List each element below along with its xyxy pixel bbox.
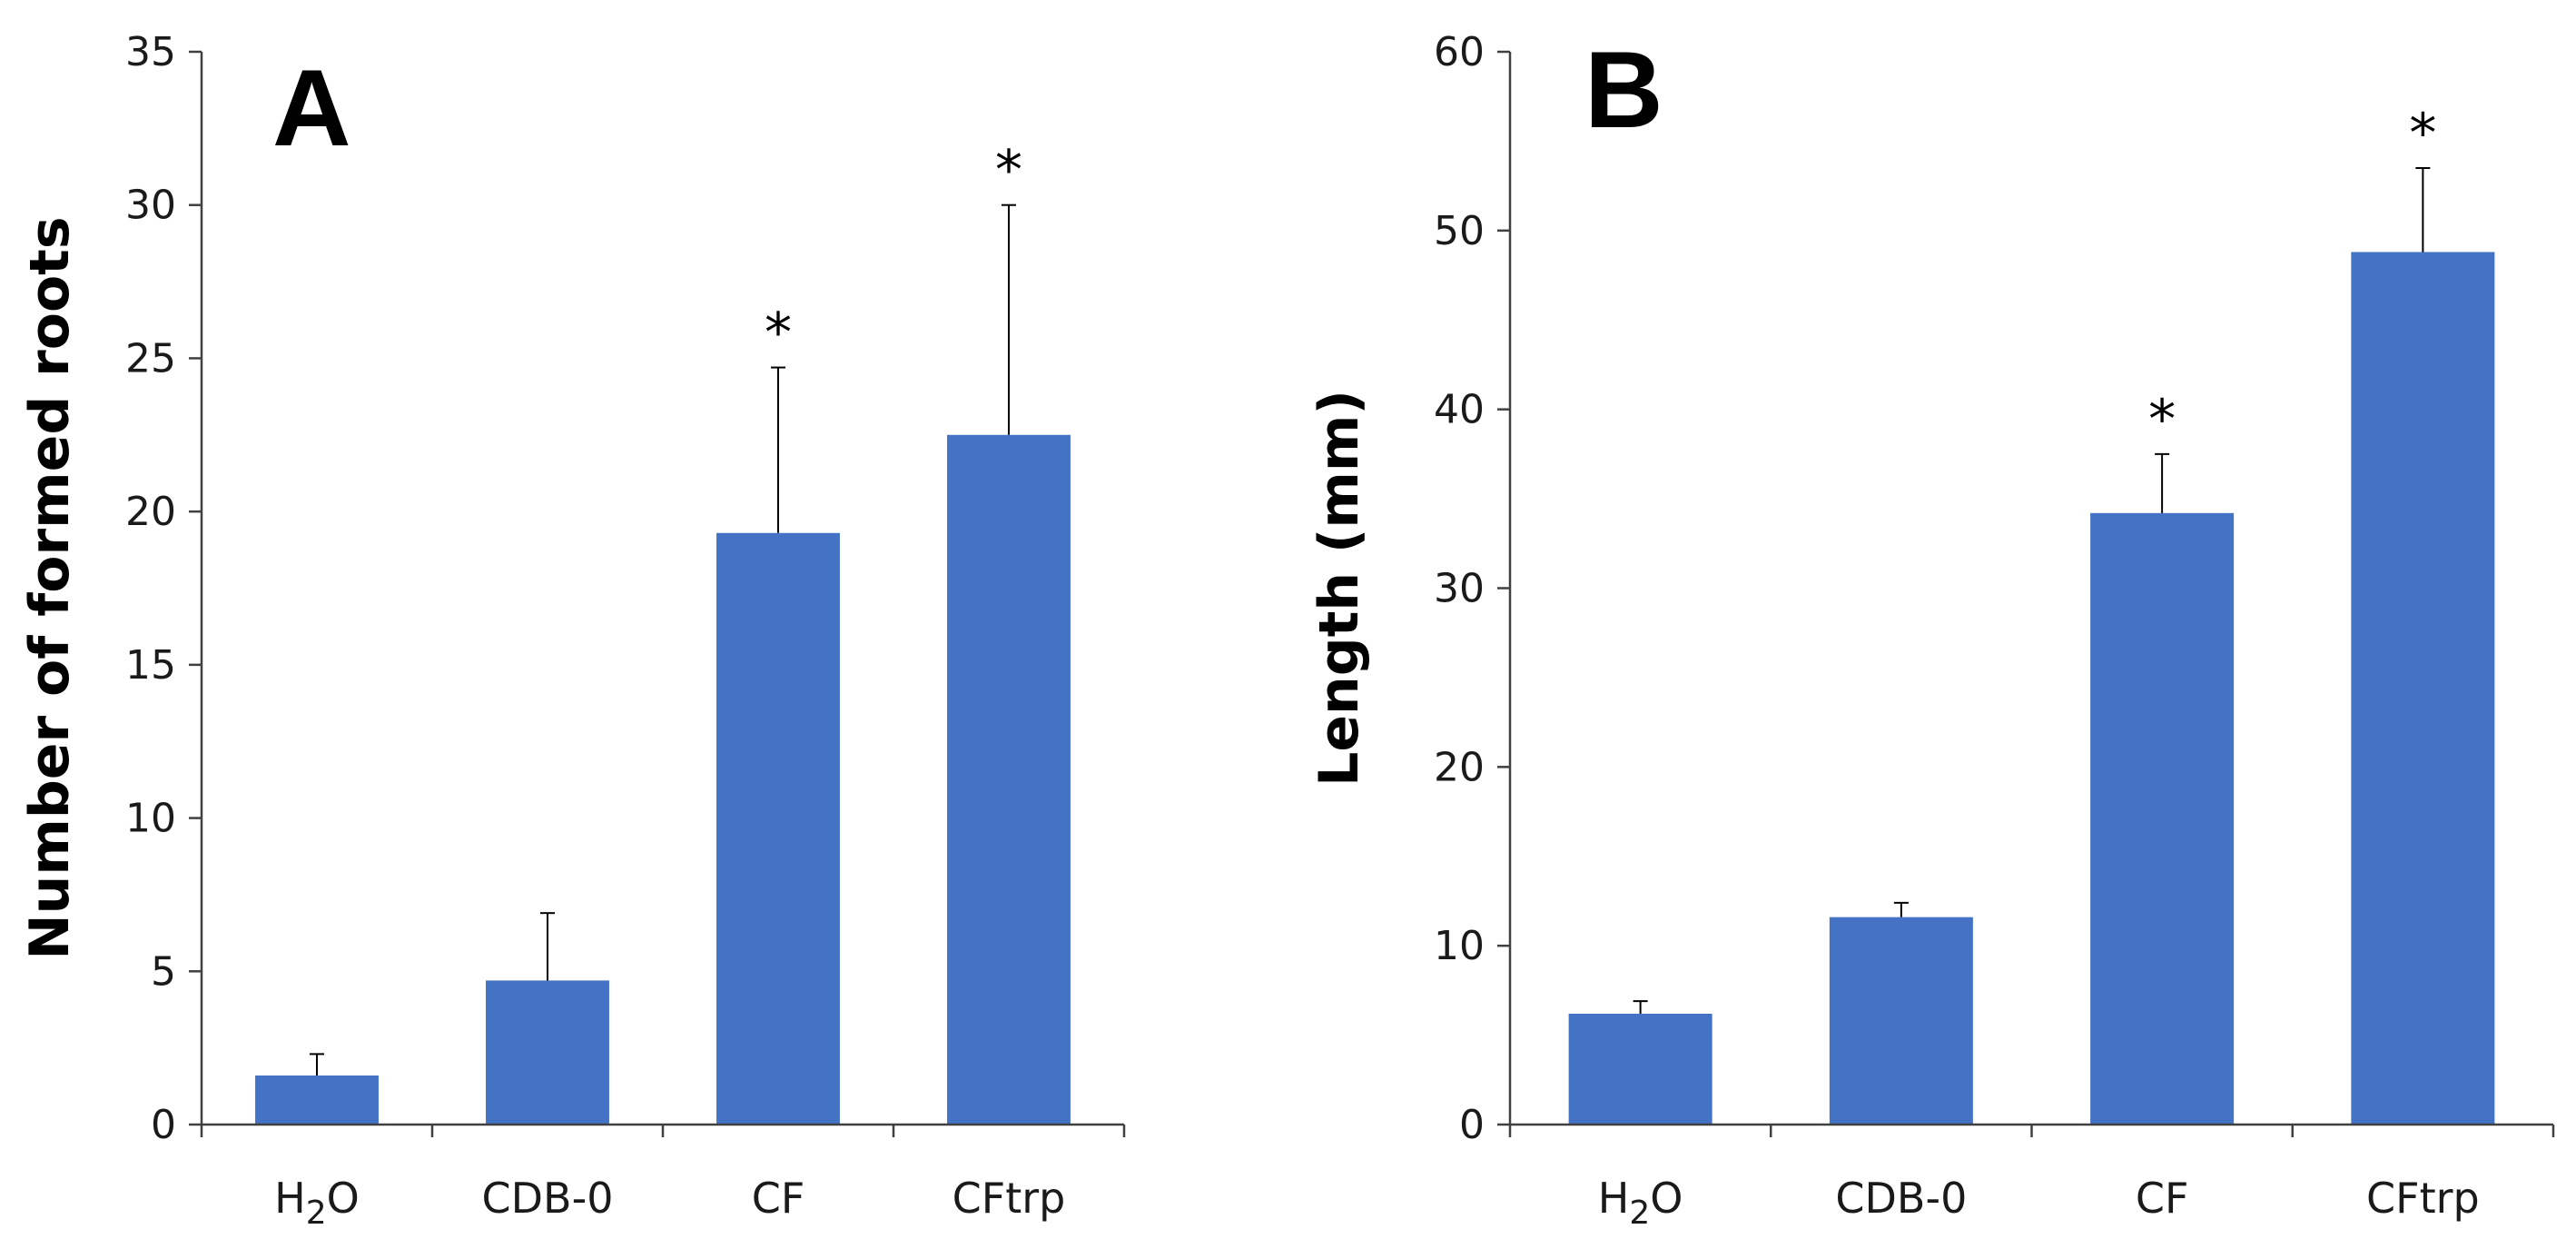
- x-category-label-2: CF: [2136, 1174, 2189, 1223]
- significance-marker-2: *: [765, 302, 792, 365]
- y-tick-label-0: 0: [151, 1102, 176, 1148]
- x-category-label-1-base: CDB-0: [1835, 1174, 1967, 1223]
- x-category-label-2-base: CF: [752, 1174, 805, 1223]
- y-tick-label-2: 10: [125, 796, 176, 842]
- bar-1: [486, 980, 609, 1125]
- x-category-label-1-base: CDB-0: [482, 1174, 614, 1223]
- panel-label: A: [272, 47, 351, 169]
- x-category-label-0-subscript: 2: [1629, 1194, 1650, 1232]
- bar-0: [255, 1076, 379, 1125]
- y-axis-title: Number of formed roots: [18, 216, 82, 959]
- chart-panel-b: * * 0 10 20 30 40 50 60 H2O CDB-0 CF CFtrp Length (mm…: [1308, 29, 2555, 1232]
- y-tick-label-6: 30: [125, 183, 176, 229]
- x-category-label-3: CFtrp: [952, 1174, 1066, 1223]
- bar-3: [947, 434, 1071, 1125]
- y-tick-label-3: 15: [125, 642, 176, 689]
- x-category-label-3-base: CFtrp: [952, 1174, 1066, 1223]
- chart-panel-a: * * 0 5 10 15 20 25 30 35 H2O CDB-0 CF CFtrp Number of…: [18, 29, 1126, 1232]
- x-category-label-1: CDB-0: [482, 1174, 614, 1223]
- x-category-label-3-base: CFtrp: [2366, 1174, 2480, 1223]
- significance-marker-3: *: [2409, 102, 2436, 165]
- bar-0: [1568, 1013, 1712, 1125]
- x-category-label-2: CF: [752, 1174, 805, 1223]
- x-category-label-0-base: H: [274, 1174, 306, 1223]
- bar-3: [2351, 252, 2495, 1125]
- bar-1: [1829, 917, 1973, 1125]
- significance-marker-3: *: [995, 139, 1022, 203]
- y-tick-label-3: 30: [1434, 566, 1485, 612]
- x-category-label-0-base: H: [1598, 1174, 1630, 1223]
- x-category-label-2-base: CF: [2136, 1174, 2189, 1223]
- y-tick-label-1: 5: [151, 948, 176, 995]
- x-category-label-0-subscript: 2: [306, 1194, 327, 1232]
- y-tick-label-0: 0: [1459, 1102, 1485, 1148]
- y-tick-label-6: 60: [1434, 29, 1485, 75]
- y-tick-label-4: 40: [1434, 387, 1485, 433]
- bar-2: [2090, 512, 2235, 1125]
- y-tick-label-5: 25: [125, 335, 176, 382]
- y-tick-label-2: 20: [1434, 744, 1485, 790]
- x-category-label-3: CFtrp: [2366, 1174, 2480, 1223]
- x-category-label-0-rest: O: [1650, 1174, 1683, 1223]
- x-category-label-1: CDB-0: [1835, 1174, 1967, 1223]
- x-category-label-0-rest: O: [327, 1174, 360, 1223]
- x-category-label-0: H2O: [274, 1174, 360, 1232]
- y-tick-label-5: 50: [1434, 208, 1485, 254]
- y-tick-label-1: 10: [1434, 923, 1485, 969]
- y-tick-label-4: 20: [125, 489, 176, 535]
- bar-2: [716, 532, 840, 1125]
- x-category-label-0: H2O: [1598, 1174, 1683, 1232]
- significance-marker-2: *: [2148, 388, 2176, 451]
- y-tick-label-7: 35: [125, 29, 176, 75]
- panel-label: B: [1584, 29, 1663, 151]
- y-axis-title: Length (mm): [1308, 390, 1371, 787]
